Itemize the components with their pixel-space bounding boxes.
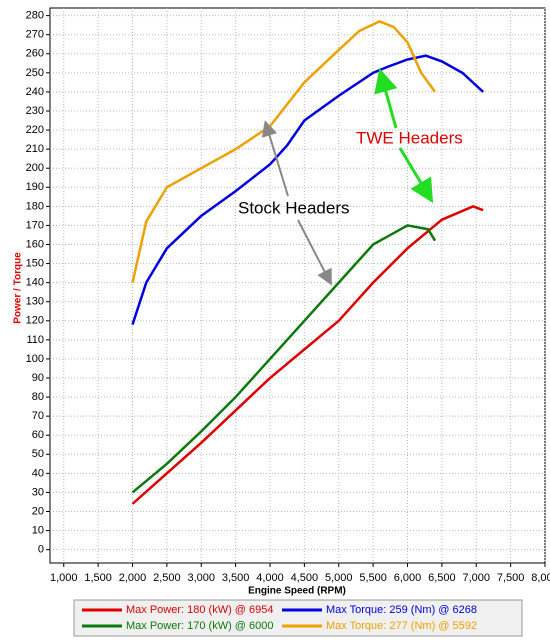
y-tick-label: 130 bbox=[26, 296, 44, 308]
x-tick-label: 3,000 bbox=[187, 572, 215, 584]
x-tick-label: 1,000 bbox=[50, 572, 78, 584]
annotation: Stock Headers bbox=[238, 198, 350, 217]
x-tick-label: 4,000 bbox=[256, 572, 284, 584]
x-tick-label: 1,500 bbox=[84, 572, 112, 584]
x-tick-label: 2,000 bbox=[119, 572, 147, 584]
y-tick-label: 80 bbox=[32, 391, 44, 403]
legend-label: Max Torque: 277 (Nm) @ 5592 bbox=[326, 620, 477, 632]
y-tick-label: 210 bbox=[26, 143, 44, 155]
legend-label: Max Torque: 259 (Nm) @ 6268 bbox=[326, 604, 477, 616]
y-tick-label: 240 bbox=[26, 86, 44, 98]
y-tick-label: 150 bbox=[26, 257, 44, 269]
annotation: TWE Headers bbox=[356, 128, 463, 147]
y-tick-label: 120 bbox=[26, 315, 44, 327]
y-tick-label: 260 bbox=[26, 48, 44, 60]
y-tick-label: 100 bbox=[26, 353, 44, 365]
y-tick-label: 280 bbox=[26, 10, 44, 22]
arrow bbox=[398, 147, 434, 204]
arrow bbox=[261, 120, 289, 197]
y-tick-label: 30 bbox=[32, 486, 44, 498]
y-tick-label: 200 bbox=[26, 162, 44, 174]
y-tick-label: 220 bbox=[26, 124, 44, 136]
series-line bbox=[131, 224, 437, 494]
x-tick-label: 2,500 bbox=[153, 572, 181, 584]
y-tick-label: 180 bbox=[26, 200, 44, 212]
y-tick-label: 250 bbox=[26, 67, 44, 79]
y-tick-label: 20 bbox=[32, 505, 44, 517]
x-axis-title: Engine Speed (RPM) bbox=[248, 586, 346, 597]
x-tick-label: 3,500 bbox=[222, 572, 250, 584]
x-tick-label: 5,500 bbox=[359, 572, 387, 584]
y-tick-label: 190 bbox=[26, 181, 44, 193]
y-tick-label: 90 bbox=[32, 372, 44, 384]
y-tick-label: 170 bbox=[26, 219, 44, 231]
y-tick-label: 230 bbox=[26, 105, 44, 117]
arrow bbox=[297, 219, 332, 286]
x-tick-label: 6,500 bbox=[428, 572, 456, 584]
y-tick-label: 10 bbox=[32, 524, 44, 536]
legend-label: Max Power: 180 (kW) @ 6954 bbox=[126, 604, 274, 616]
x-tick-label: 4,500 bbox=[291, 572, 319, 584]
legend bbox=[73, 599, 523, 637]
y-tick-label: 60 bbox=[32, 429, 44, 441]
arrow bbox=[374, 68, 398, 129]
plot-layer bbox=[50, 8, 546, 563]
x-tick-label: 5,000 bbox=[325, 572, 353, 584]
x-tick-label: 6,000 bbox=[394, 572, 422, 584]
y-tick-label: 270 bbox=[26, 29, 44, 41]
legend-label: Max Power: 170 (kW) @ 6000 bbox=[126, 620, 274, 632]
y-tick-label: 40 bbox=[32, 467, 44, 479]
y-axis-title: Power / Torque bbox=[13, 252, 24, 324]
y-tick-label: 70 bbox=[32, 410, 44, 422]
y-tick-label: 160 bbox=[26, 238, 44, 250]
y-tick-label: 0 bbox=[38, 544, 44, 556]
series-line bbox=[131, 205, 484, 505]
y-tick-label: 140 bbox=[26, 277, 44, 289]
series-line bbox=[131, 19, 437, 283]
series-line bbox=[131, 54, 484, 325]
x-tick-label: 7,500 bbox=[497, 572, 525, 584]
x-tick-label: 8,000 bbox=[531, 572, 550, 584]
y-tick-label: 110 bbox=[26, 334, 44, 346]
y-tick-label: 50 bbox=[32, 448, 44, 460]
x-tick-label: 7,000 bbox=[462, 572, 490, 584]
